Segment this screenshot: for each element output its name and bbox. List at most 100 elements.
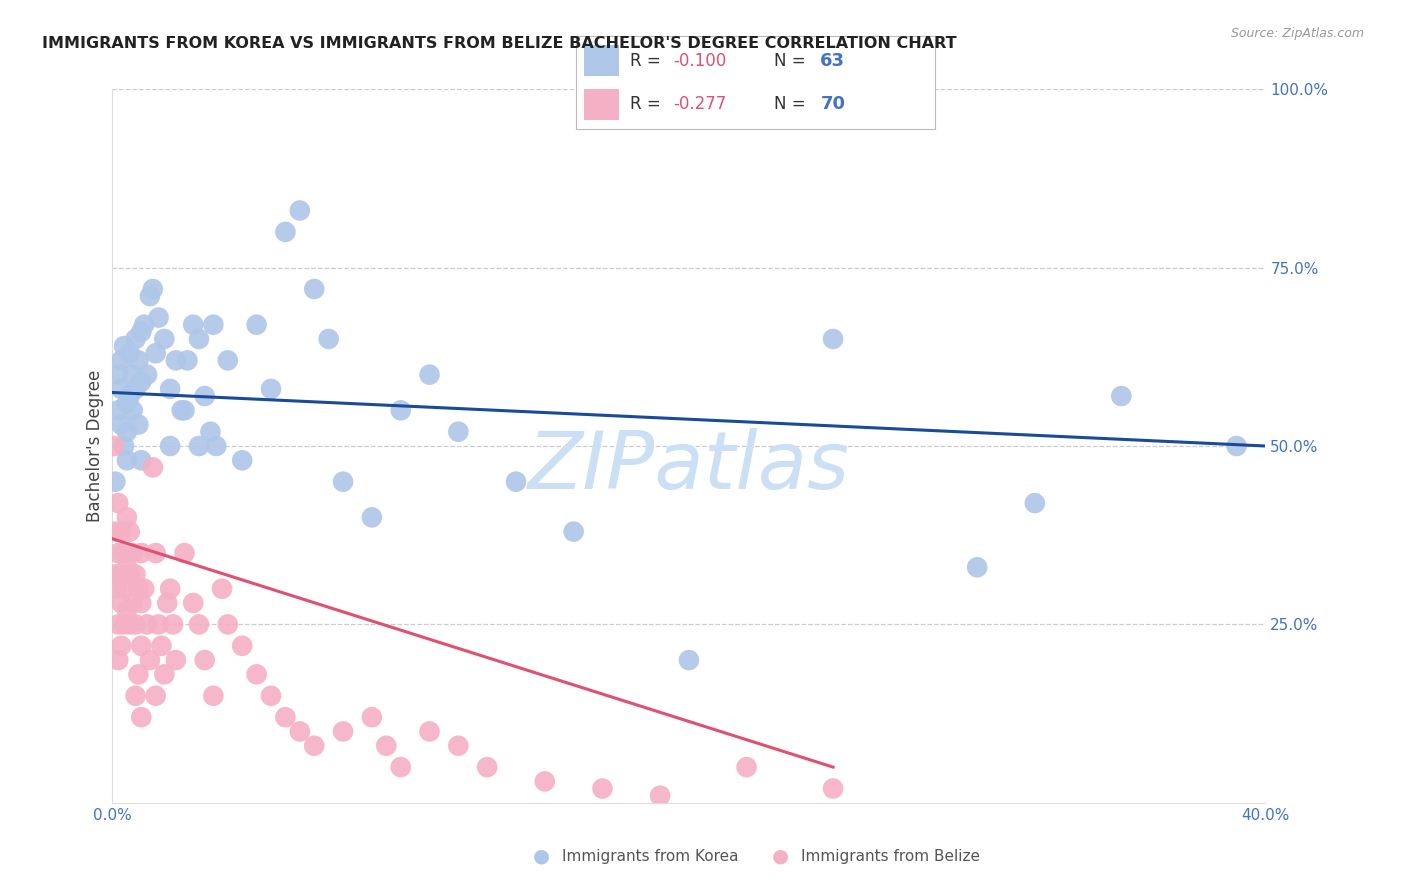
- Point: [150, 639, 173, 653]
- Point: [447, 425, 470, 439]
- Point: [202, 318, 225, 332]
- Bar: [583, 45, 620, 76]
- Point: [821, 781, 844, 796]
- Point: [304, 739, 326, 753]
- Point: [173, 546, 195, 560]
- Point: [115, 453, 138, 467]
- Point: [202, 689, 225, 703]
- Point: [592, 781, 614, 796]
- Point: [129, 639, 153, 653]
- Point: [112, 439, 135, 453]
- Point: [375, 739, 398, 753]
- Point: [181, 596, 204, 610]
- Text: Source: ZipAtlas.com: Source: ZipAtlas.com: [1230, 27, 1364, 40]
- Text: R =: R =: [630, 95, 661, 113]
- Point: [159, 382, 181, 396]
- Point: [419, 368, 441, 382]
- Point: [318, 332, 340, 346]
- Point: [188, 332, 211, 346]
- Point: [288, 724, 311, 739]
- Point: [148, 310, 170, 325]
- Point: [115, 603, 138, 617]
- Point: [124, 617, 146, 632]
- Point: [112, 617, 135, 632]
- Point: [115, 510, 138, 524]
- Point: [217, 617, 239, 632]
- Point: [124, 382, 146, 396]
- Point: [332, 724, 354, 739]
- Point: [139, 289, 162, 303]
- Point: [475, 760, 498, 774]
- Text: ZIPatlas: ZIPatlas: [527, 428, 851, 507]
- Point: [104, 475, 127, 489]
- Point: [121, 403, 143, 417]
- Point: [145, 546, 167, 560]
- Point: [124, 332, 146, 346]
- Point: [129, 375, 153, 389]
- Text: Immigrants from Belize: Immigrants from Belize: [801, 849, 980, 863]
- Point: [332, 475, 354, 489]
- Point: [217, 353, 239, 368]
- Point: [129, 546, 153, 560]
- Point: [533, 774, 555, 789]
- Point: [110, 417, 132, 432]
- Point: [735, 760, 758, 774]
- Point: [360, 510, 382, 524]
- Text: IMMIGRANTS FROM KOREA VS IMMIGRANTS FROM BELIZE BACHELOR'S DEGREE CORRELATION CH: IMMIGRANTS FROM KOREA VS IMMIGRANTS FROM…: [42, 36, 957, 51]
- Point: [389, 760, 412, 774]
- Point: [145, 346, 167, 360]
- Text: N =: N =: [773, 52, 806, 70]
- Point: [360, 710, 382, 724]
- Point: [821, 332, 844, 346]
- Text: R =: R =: [630, 52, 661, 70]
- Point: [134, 582, 156, 596]
- Point: [129, 710, 153, 724]
- Point: [1024, 496, 1046, 510]
- Point: [118, 524, 141, 539]
- Point: [205, 439, 228, 453]
- Point: [173, 403, 195, 417]
- Point: [127, 353, 149, 368]
- Point: [118, 567, 141, 582]
- Text: ●: ●: [772, 847, 789, 866]
- Point: [678, 653, 700, 667]
- Point: [121, 546, 143, 560]
- Point: [245, 667, 267, 681]
- Point: [105, 582, 128, 596]
- Point: [127, 667, 149, 681]
- Point: [103, 439, 125, 453]
- Point: [188, 439, 211, 453]
- Point: [966, 560, 988, 574]
- Point: [118, 617, 141, 632]
- Point: [112, 339, 135, 353]
- Point: [129, 453, 153, 467]
- Text: Immigrants from Korea: Immigrants from Korea: [562, 849, 740, 863]
- Point: [110, 382, 132, 396]
- Point: [176, 353, 198, 368]
- Point: [118, 389, 141, 403]
- Point: [115, 560, 138, 574]
- Point: [245, 318, 267, 332]
- Point: [107, 617, 129, 632]
- Point: [139, 653, 162, 667]
- Point: [1111, 389, 1133, 403]
- Point: [562, 524, 585, 539]
- Point: [145, 689, 167, 703]
- Point: [107, 368, 129, 382]
- Point: [127, 417, 149, 432]
- Point: [142, 282, 165, 296]
- Point: [129, 325, 153, 339]
- Point: [107, 403, 129, 417]
- Point: [156, 596, 179, 610]
- Point: [124, 689, 146, 703]
- Point: [110, 567, 132, 582]
- Point: [148, 617, 170, 632]
- Point: [159, 439, 181, 453]
- Point: [304, 282, 326, 296]
- Point: [648, 789, 672, 803]
- Point: [129, 596, 153, 610]
- Y-axis label: Bachelor's Degree: Bachelor's Degree: [86, 370, 104, 522]
- Point: [419, 724, 441, 739]
- Point: [112, 582, 135, 596]
- Text: N =: N =: [773, 95, 806, 113]
